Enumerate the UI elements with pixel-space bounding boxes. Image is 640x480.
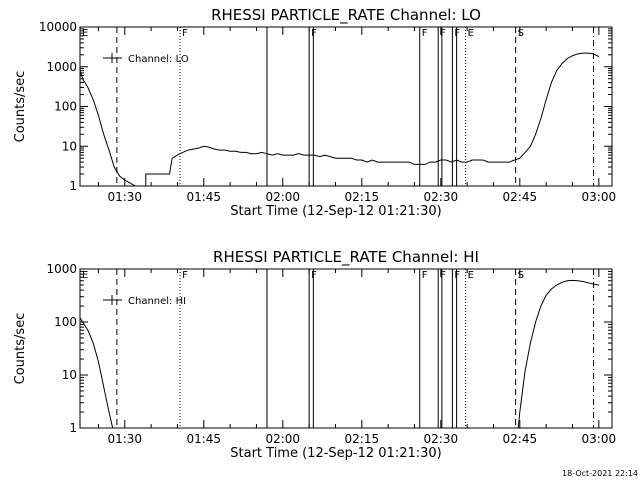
event-label: F: [440, 28, 446, 39]
x-axis-label: Start Time (12-Sep-12 01:21:30): [230, 204, 441, 219]
x-tick-label: 02:00: [265, 432, 300, 446]
y-tick-label: 10: [62, 139, 77, 153]
y-tick-label: 10000: [39, 20, 77, 34]
hi-channel-panel: RHESSI PARTICLE_RATE Channel: HI 01:30 01:…: [13, 248, 616, 461]
event-label: F: [454, 270, 460, 281]
event-label: F: [422, 28, 428, 39]
x-tick-label: 02:15: [345, 190, 380, 204]
event-label: E: [468, 270, 474, 281]
chart-title: RHESSI PARTICLE_RATE Channel: LO: [211, 6, 481, 25]
y-axis-label: Counts/sec: [13, 313, 28, 385]
x-tick-label: 01:30: [107, 432, 142, 446]
event-label: S: [518, 270, 524, 281]
y-tick-label: 100: [54, 100, 77, 114]
y-tick-label: 1: [69, 179, 77, 193]
plot-frame: [79, 26, 613, 187]
event-label: F: [182, 270, 188, 281]
y-tick-label: 1000: [46, 262, 77, 276]
x-tick-label: 02:30: [424, 432, 459, 446]
x-tick-label: 01:45: [186, 432, 221, 446]
series-line: [171, 52, 600, 165]
x-tick-label: 02:15: [345, 432, 380, 446]
y-tick-label: 1000: [46, 60, 77, 74]
x-tick-label: 02:45: [503, 432, 538, 446]
x-tick-label: 02:30: [424, 190, 459, 204]
y-tick-label: 10: [62, 368, 77, 382]
y-tick-label: 100: [54, 315, 77, 329]
event-label: F: [440, 270, 446, 281]
timestamp-label: 18-Oct-2021 22:14: [562, 469, 638, 478]
legend-label: Channel: LO: [128, 54, 189, 65]
legend-label: Channel: HI: [128, 296, 186, 307]
event-label: E: [468, 28, 474, 39]
x-tick-label: 02:00: [265, 190, 300, 204]
x-tick-label: 03:00: [582, 190, 617, 204]
x-tick-label: 03:00: [582, 432, 617, 446]
x-tick-label: 01:30: [107, 190, 142, 204]
event-label: F: [182, 28, 188, 39]
series-line: [79, 317, 114, 429]
plot-frame: [79, 268, 613, 429]
x-tick-label: 01:45: [186, 190, 221, 204]
event-label: F: [311, 270, 317, 281]
event-label: E: [82, 270, 88, 281]
event-label: E: [82, 28, 88, 39]
event-label: S: [518, 28, 524, 39]
event-label: F: [422, 270, 428, 281]
y-tick-label: 1: [69, 421, 77, 435]
series-line: [145, 158, 173, 186]
lo-channel-panel: RHESSI PARTICLE_RATE Channel: LO 01:30 01:…: [13, 6, 616, 219]
y-axis-label: Counts/sec: [13, 71, 28, 143]
x-axis-label: Start Time (12-Sep-12 01:21:30): [230, 446, 441, 461]
event-label: F: [454, 28, 460, 39]
series-line: [79, 70, 136, 187]
series-line: [517, 279, 599, 429]
event-label: F: [311, 28, 317, 39]
chart-title: RHESSI PARTICLE_RATE Channel: HI: [213, 248, 479, 267]
x-tick-label: 02:45: [503, 190, 538, 204]
